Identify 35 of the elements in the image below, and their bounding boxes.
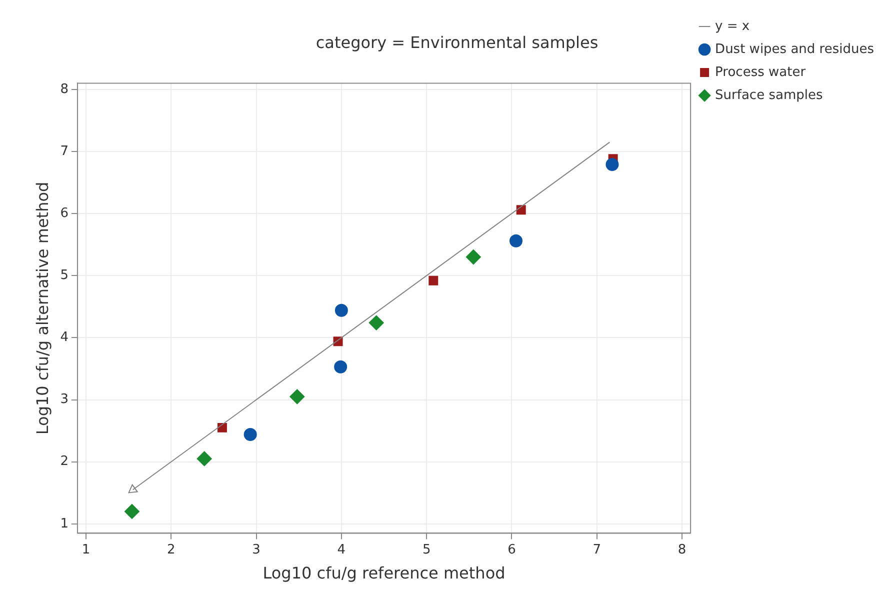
point xyxy=(334,304,348,317)
x-tick-label: 2 xyxy=(166,542,176,558)
legend-label: Surface samples xyxy=(715,88,823,103)
point xyxy=(606,158,619,172)
x-tick-label: 7 xyxy=(592,542,602,558)
legend-label: Dust wipes and residues xyxy=(715,42,874,57)
chart-title: category = Environmental samples xyxy=(316,32,598,52)
point xyxy=(368,315,384,330)
y-tick-label: 6 xyxy=(60,206,68,221)
y-tick-label: 8 xyxy=(60,82,68,97)
y-tick-label: 3 xyxy=(60,392,68,408)
x-tick-label: 6 xyxy=(508,542,516,558)
point xyxy=(244,428,257,442)
y-axis-title: Log10 cfu/g alternative method xyxy=(32,182,52,435)
point xyxy=(217,422,227,432)
x-tick-label: 1 xyxy=(82,542,90,558)
x-tick-label: 5 xyxy=(422,542,431,558)
x-tick-label: 3 xyxy=(252,542,260,558)
point xyxy=(428,276,438,286)
legend-label: y = x xyxy=(715,18,750,34)
point xyxy=(290,389,305,404)
x-axis-title: Log10 cfu/g reference method xyxy=(262,564,506,583)
point xyxy=(124,504,140,519)
y-tick-label: 4 xyxy=(60,330,68,346)
y-tick-label: 2 xyxy=(60,454,68,470)
point xyxy=(196,451,212,466)
point xyxy=(466,249,481,264)
y-tick-label: 7 xyxy=(60,144,68,159)
point xyxy=(334,360,348,374)
x-tick-label: 4 xyxy=(337,542,346,558)
legend-label: Process water xyxy=(715,64,806,80)
point xyxy=(509,234,522,248)
y-tick-label: 5 xyxy=(60,268,68,283)
x-tick-label: 8 xyxy=(678,542,686,558)
y-tick-label: 1 xyxy=(60,516,68,532)
